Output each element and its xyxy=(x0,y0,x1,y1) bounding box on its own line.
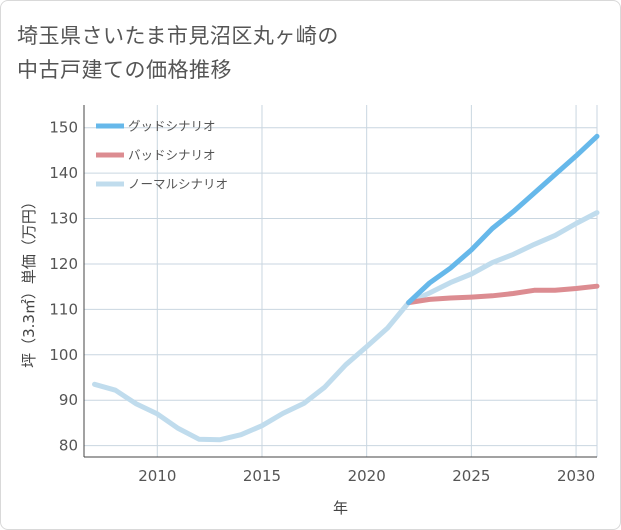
y-tick-label-90: 90 xyxy=(59,391,78,409)
y-tick-label-140: 140 xyxy=(49,164,78,182)
axes: 2010 2015 2020 2025 2030 80 90 100 110 120 130 140 1… xyxy=(49,105,597,485)
y-tick-label-120: 120 xyxy=(49,255,78,273)
series-line-good xyxy=(406,133,600,306)
x-axis-title: 年 xyxy=(333,499,348,517)
legend-label-bad: バッドシナリオ xyxy=(128,148,216,163)
chart-title-line2: 中古戸建ての価格推移 xyxy=(17,58,232,82)
y-tick-label-150: 150 xyxy=(49,119,78,137)
chart-title-line1: 埼玉県さいたま市見沼区丸ヶ崎の xyxy=(17,24,339,48)
y-tick-label-80: 80 xyxy=(59,437,78,455)
chart-title: 埼玉県さいたま市見沼区丸ヶ崎の 中古戸建ての価格推移 xyxy=(17,19,339,87)
x-tick-label-2020: 2020 xyxy=(348,467,386,485)
y-tick-label-100: 100 xyxy=(49,346,78,364)
y-tick-label-130: 130 xyxy=(49,210,78,228)
series-line-normal xyxy=(92,210,600,443)
x-tick-label-2025: 2025 xyxy=(452,467,490,485)
legend-label-normal: ノーマルシナリオ xyxy=(128,177,228,192)
y-tick-label-110: 110 xyxy=(49,300,78,318)
legend-label-good: グッドシナリオ xyxy=(128,119,216,134)
series-lines xyxy=(92,133,600,443)
x-tick-label-2010: 2010 xyxy=(138,467,176,485)
x-tick-label-2030: 2030 xyxy=(557,467,595,485)
x-tick-label-2015: 2015 xyxy=(243,467,281,485)
axis-labels: 年 坪（3.3㎡）単価（万円） xyxy=(20,194,348,517)
grid-lines xyxy=(84,105,598,457)
y-axis-title: 坪（3.3㎡）単価（万円） xyxy=(20,194,38,368)
series-line-bad xyxy=(406,283,600,306)
